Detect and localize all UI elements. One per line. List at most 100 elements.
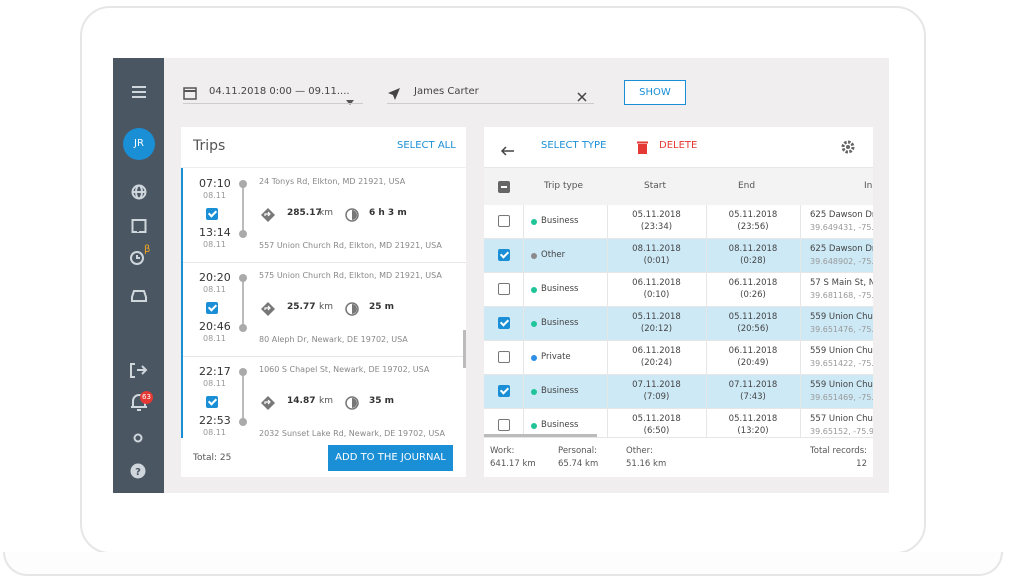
start-date: 07.11.2018 — [632, 380, 681, 390]
delete-button[interactable]: DELETE — [659, 140, 698, 151]
start-date: 05.11.2018 — [632, 312, 681, 322]
table-body: Business 05.11.2018 (23:34) 05.11.2018 (23:5… — [484, 205, 873, 437]
start-address: 625 Dawson Dr, — [810, 210, 873, 220]
distance: 285.17 — [287, 208, 322, 218]
end-date: 05.11.2018 — [728, 312, 778, 322]
distance: 14.87 — [287, 396, 316, 406]
row-checkbox[interactable] — [498, 385, 510, 397]
end-time: 22:53 — [199, 414, 231, 427]
journal-panel: SELECT TYPE DELETE Trip type Start End Ini Bus… — [484, 127, 873, 477]
end-time: (20:49) — [737, 358, 769, 368]
total-count: Total: 25 — [193, 453, 232, 463]
end-time: (0:26) — [740, 290, 766, 300]
cell-divider — [607, 239, 608, 273]
type-dot — [531, 253, 537, 259]
trip-type: Business — [541, 386, 579, 396]
start-coords: 39.651476, -75.7 — [810, 325, 873, 334]
row-checkbox[interactable] — [498, 351, 510, 363]
trip-checkbox[interactable] — [206, 302, 218, 314]
total-records-value: 12 — [856, 459, 867, 469]
select-type-button[interactable]: SELECT TYPE — [541, 140, 607, 151]
timeline-dot-end — [239, 230, 247, 238]
trip-checkbox[interactable] — [206, 396, 218, 408]
row-checkbox[interactable] — [498, 317, 510, 329]
row-checkbox[interactable] — [498, 419, 510, 431]
total-records-label: Total records: — [810, 446, 867, 456]
trip-type: Business — [541, 420, 579, 430]
driver-underline — [387, 103, 594, 104]
select-all-button[interactable]: SELECT ALL — [397, 140, 456, 151]
row-checkbox[interactable] — [498, 249, 510, 261]
start-coords: 39.681168, -75.9 — [810, 291, 873, 300]
end-date: 08.11 — [203, 428, 226, 437]
distance-icon — [261, 301, 275, 316]
table-row: Business 07.11.2018 (7:09) 07.11.2018 (7:43)… — [484, 375, 873, 409]
column-header: Trip type — [544, 181, 584, 191]
date-range-input[interactable]: 04.11.2018 0:00 — 09.11.... — [209, 86, 350, 97]
end-time: 13:14 — [199, 226, 231, 239]
screen: ? JR β 63 04.11.2018 0:00 — 09.11.... James… — [113, 58, 889, 493]
settings-button[interactable] — [841, 139, 855, 154]
cell-divider — [706, 307, 707, 341]
end-time: 20:46 — [199, 320, 231, 333]
start-date: 05.11.2018 — [632, 210, 681, 220]
cell-divider — [800, 205, 801, 239]
cell-divider — [607, 409, 608, 437]
start-date: 08.11 — [203, 285, 226, 294]
cell-divider — [607, 307, 608, 341]
trip-type: Business — [541, 284, 579, 294]
trip-checkbox[interactable] — [206, 208, 218, 220]
back-button[interactable] — [500, 141, 514, 156]
column-header: End — [738, 181, 756, 191]
end-time: (13:20) — [737, 426, 769, 436]
duration-icon-svg — [345, 208, 359, 222]
clear-button[interactable] — [577, 87, 587, 102]
add-to-journal-button[interactable]: ADD TO THE JOURNAL — [328, 445, 453, 471]
distance: 25.77 — [287, 302, 316, 312]
end-time: (7:43) — [740, 392, 766, 402]
start-coords: 39.649431, -75.7 — [810, 223, 873, 232]
cell-divider — [706, 273, 707, 307]
trip-item: 07:10 08.11 13:14 08.11 24 Tonys Rd, Elkton,… — [181, 168, 466, 263]
cell-divider — [523, 239, 524, 273]
duration-icon — [345, 395, 359, 410]
driver-input[interactable]: James Carter — [414, 86, 479, 97]
cell-divider — [800, 375, 801, 409]
end-time: (20:56) — [737, 324, 769, 334]
cell-divider — [800, 307, 801, 341]
duration: 6 h 3 m — [369, 208, 407, 218]
column-header: Ini — [864, 181, 873, 191]
personal-label: Personal: — [558, 446, 597, 456]
settings-button-svg — [841, 140, 855, 154]
start-date: 05.11.2018 — [632, 414, 681, 424]
delete-icon-svg — [637, 141, 648, 154]
start-address: 559 Union Chur — [810, 346, 873, 356]
distance-icon — [261, 207, 275, 222]
cell-divider — [523, 375, 524, 409]
type-dot — [531, 355, 537, 361]
duration: 25 m — [369, 302, 395, 312]
trips-title: Trips — [193, 138, 226, 154]
show-button[interactable]: SHOW — [624, 80, 686, 105]
cell-divider — [706, 341, 707, 375]
start-time: (20:12) — [640, 324, 673, 334]
start-time: (7:09) — [643, 392, 670, 402]
trip-item: 22:17 08.11 22:53 08.11 1060 S Chapel St, Ne… — [181, 356, 466, 438]
row-checkbox[interactable] — [498, 283, 510, 295]
type-dot — [531, 321, 537, 327]
start-coords: 39.65152, -75.90 — [810, 427, 873, 436]
table-row: Private 06.11.2018 (20:24) 06.11.2018 (20:49… — [484, 341, 873, 375]
cell-divider — [607, 341, 608, 375]
start-time: 07:10 — [199, 177, 231, 190]
row-checkbox[interactable] — [498, 215, 510, 227]
sidebar-icons: ? — [130, 86, 148, 479]
timeline-dot-end — [239, 324, 247, 332]
location-icon-svg — [388, 88, 400, 100]
timeline-dot-start — [239, 274, 247, 282]
start-time: (20:24) — [640, 358, 673, 368]
table-header: Trip type Start End Ini — [484, 167, 873, 206]
duration-icon — [345, 207, 359, 222]
cell-divider — [706, 239, 707, 273]
cell-divider — [800, 239, 801, 273]
